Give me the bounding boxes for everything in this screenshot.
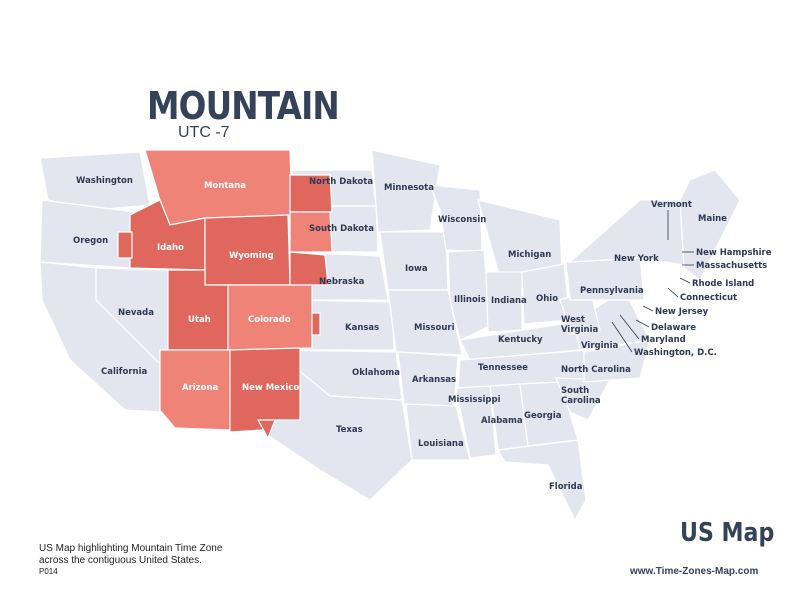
label-south-carolina-2: Carolina xyxy=(561,396,601,406)
label-virginia: Virginia xyxy=(581,341,618,351)
label-nebraska: Nebraska xyxy=(319,277,365,287)
label-montana: Montana xyxy=(204,181,246,191)
state-kansas-mt xyxy=(311,312,321,336)
label-new-jersey: New Jersey xyxy=(655,307,709,317)
label-nevada: Nevada xyxy=(118,308,154,318)
state-missouri xyxy=(387,289,463,356)
label-minnesota: Minnesota xyxy=(384,183,434,193)
state-louisiana xyxy=(405,403,471,461)
label-missouri: Missouri xyxy=(414,323,455,333)
label-utah: Utah xyxy=(188,315,211,325)
label-arkansas: Arkansas xyxy=(412,375,456,385)
label-washington: Washington xyxy=(76,176,133,186)
label-kentucky: Kentucky xyxy=(498,335,543,345)
label-west-virginia-2: Virginia xyxy=(561,325,598,335)
label-california: California xyxy=(101,367,147,377)
label-maine: Maine xyxy=(698,214,727,224)
label-colorado: Colorado xyxy=(248,315,291,325)
state-arizona xyxy=(159,349,231,431)
label-michigan: Michigan xyxy=(508,250,551,260)
state-north-carolina xyxy=(583,339,651,383)
label-connecticut: Connecticut xyxy=(680,293,737,303)
brand-title: US Map xyxy=(680,518,775,548)
label-rhode-island: Rhode Island xyxy=(692,279,754,289)
label-tennessee: Tennessee xyxy=(478,363,528,373)
label-arizona: Arizona xyxy=(182,383,219,393)
state-iowa xyxy=(379,231,449,291)
label-kansas: Kansas xyxy=(345,323,379,333)
label-south-carolina-1: South xyxy=(561,386,589,396)
label-ohio: Ohio xyxy=(536,294,558,304)
label-new-mexico: New Mexico xyxy=(242,383,299,393)
label-mississippi: Mississippi xyxy=(448,395,501,405)
label-wyoming: Wyoming xyxy=(229,251,274,261)
caption-line-1: US Map highlighting Mountain Time Zone xyxy=(39,543,223,554)
product-code: P014 xyxy=(39,567,58,576)
label-wisconsin: Wisconsin xyxy=(438,215,486,225)
label-south-dakota: South Dakota xyxy=(309,224,374,234)
label-texas: Texas xyxy=(336,425,363,435)
label-maryland: Maryland xyxy=(641,335,686,345)
state-illinois xyxy=(447,249,491,341)
label-north-carolina: North Carolina xyxy=(561,365,631,375)
state-colorado xyxy=(227,284,313,351)
label-louisiana: Louisiana xyxy=(418,439,464,449)
label-alabama: Alabama xyxy=(481,416,523,426)
label-vermont: Vermont xyxy=(651,200,692,210)
label-oregon: Oregon xyxy=(73,236,108,246)
state-mississippi xyxy=(455,385,497,459)
label-new-hampshire: New Hampshire xyxy=(696,248,772,258)
label-pennsylvania: Pennsylvania xyxy=(580,286,644,296)
label-iowa: Iowa xyxy=(405,264,428,274)
state-minnesota xyxy=(371,149,441,233)
state-dakotas-mt xyxy=(289,174,333,213)
state-west-texas xyxy=(256,419,276,440)
label-north-dakota: North Dakota xyxy=(309,177,373,187)
leader-lines xyxy=(611,210,694,353)
map-caption: US Map highlighting Mountain Time Zone a… xyxy=(39,543,239,567)
state-oregon-mt xyxy=(117,231,133,259)
label-oklahoma: Oklahoma xyxy=(352,368,400,378)
caption-line-2: across the contiguous United States. xyxy=(39,555,202,566)
label-georgia: Georgia xyxy=(524,411,562,421)
state-dakotas-mt2 xyxy=(289,211,333,253)
label-idaho: Idaho xyxy=(157,243,184,253)
label-new-york: New York xyxy=(614,254,659,264)
state-washington xyxy=(39,151,151,211)
state-florida xyxy=(497,439,587,522)
label-indiana: Indiana xyxy=(491,296,527,306)
label-massachusetts: Massachusetts xyxy=(696,261,767,271)
state-wyoming xyxy=(204,214,291,286)
state-nebraska-mt xyxy=(289,251,329,286)
label-delaware: Delaware xyxy=(651,323,696,333)
label-illinois: Illinois xyxy=(454,295,486,305)
label-florida: Florida xyxy=(549,482,583,492)
state-new-england xyxy=(679,169,741,281)
label-west-virginia-1: West xyxy=(561,315,585,325)
label-washington-dc: Washington, D.C. xyxy=(634,348,717,358)
page-subtitle: UTC -7 xyxy=(178,124,230,141)
website-link[interactable]: www.Time-Zones-Map.com xyxy=(630,566,759,577)
state-virginia xyxy=(573,289,651,351)
